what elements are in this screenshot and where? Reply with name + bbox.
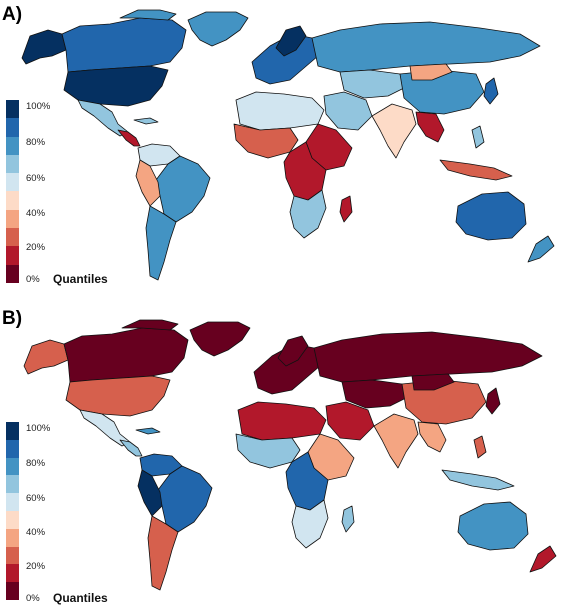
region-arctic-islands — [119, 9, 177, 21]
region-scandinavia — [275, 25, 307, 57]
legend-color-bar — [6, 422, 19, 600]
legend-swatch — [6, 246, 19, 265]
region-southern-cone — [145, 205, 177, 281]
legend-tick-0: 0% — [26, 274, 40, 285]
region-greenland — [187, 11, 249, 47]
legend-tick-100: 100% — [26, 423, 51, 434]
region-alaska — [23, 339, 69, 375]
legend-tick-0: 0% — [26, 593, 40, 604]
region-india — [373, 413, 419, 469]
region-usa — [63, 65, 169, 107]
region-southern-africa — [289, 189, 327, 239]
legend-tick-80: 80% — [26, 458, 46, 469]
region-mongolia — [411, 373, 455, 391]
legend-title: Quantiles — [53, 272, 108, 286]
region-scandinavia — [277, 335, 309, 367]
panel-b: B) 100% 80% 60% 40% 20% 0% Quantiles — [0, 304, 587, 608]
region-north-africa — [235, 91, 325, 131]
panel-label: A) — [2, 4, 23, 25]
region-brazil — [155, 155, 211, 223]
region-central-asia — [341, 379, 407, 409]
legend-swatch — [6, 546, 19, 565]
region-brazil — [157, 465, 213, 533]
legend-swatch — [6, 154, 19, 174]
panel-a: A) 100% 80% 60% 40% 20% 0% Quantiles — [0, 0, 587, 300]
legend-title: Quantiles — [53, 591, 108, 605]
world-map-a — [21, 9, 555, 281]
region-se-asia — [417, 421, 447, 453]
region-philippines — [473, 435, 487, 459]
region-southern-africa — [291, 499, 329, 549]
panel-label: B) — [2, 308, 23, 329]
legend-tick-80: 80% — [26, 137, 46, 148]
legend-tick-100: 100% — [26, 101, 51, 112]
legend-swatch — [6, 582, 19, 600]
region-greenland — [189, 321, 251, 357]
region-australia — [457, 501, 529, 551]
legend-swatch — [6, 136, 19, 155]
legend-swatch — [6, 564, 19, 583]
legend-swatch — [6, 493, 19, 511]
legend-swatch — [6, 264, 19, 283]
region-se-asia — [415, 111, 445, 143]
legend-swatch — [6, 439, 19, 458]
legend-swatch — [6, 228, 19, 247]
region-russia — [311, 21, 541, 73]
region-canada — [61, 17, 187, 73]
legend-swatch — [6, 118, 19, 137]
legend-swatch — [6, 457, 19, 476]
legend-swatch — [6, 209, 19, 229]
region-mongolia — [409, 63, 453, 81]
legend: 100% 80% 60% 40% 20% 0% Quantiles — [6, 422, 126, 606]
region-arctic-islands — [121, 319, 179, 331]
region-australia — [455, 191, 527, 241]
region-middle-east — [325, 401, 375, 441]
region-canada — [63, 327, 189, 383]
region-central-america — [119, 439, 143, 457]
legend-swatch — [6, 422, 19, 440]
region-peru-bolivia — [135, 159, 161, 207]
legend-swatch — [6, 510, 19, 529]
region-russia — [313, 331, 543, 383]
legend-swatch — [6, 191, 19, 210]
region-madagascar — [339, 195, 353, 223]
region-alaska — [21, 29, 67, 65]
region-usa — [65, 375, 171, 417]
region-north-africa — [237, 401, 327, 441]
region-middle-east — [323, 91, 373, 131]
region-new-zealand — [527, 235, 555, 263]
legend-color-bar — [6, 100, 19, 283]
region-southern-cone — [147, 515, 179, 591]
region-philippines — [471, 125, 485, 149]
region-central-america — [117, 129, 141, 147]
region-new-zealand — [529, 545, 557, 573]
legend-swatch — [6, 475, 19, 494]
legend-swatch — [6, 528, 19, 547]
region-caribbean — [135, 427, 161, 435]
legend-tick-60: 60% — [26, 493, 46, 504]
legend-swatch — [6, 173, 19, 192]
legend-tick-40: 40% — [26, 527, 46, 538]
region-japan — [485, 387, 501, 415]
legend: 100% 80% 60% 40% 20% 0% Quantiles — [6, 100, 126, 290]
legend-tick-60: 60% — [26, 173, 46, 184]
region-peru-bolivia — [137, 469, 163, 517]
region-caribbean — [133, 117, 159, 125]
region-indonesia — [439, 159, 513, 181]
region-indonesia — [441, 469, 515, 491]
region-madagascar — [341, 505, 355, 533]
legend-tick-40: 40% — [26, 208, 46, 219]
world-map-b — [23, 319, 557, 591]
legend-swatch — [6, 100, 19, 119]
region-india — [371, 103, 417, 159]
region-central-asia — [339, 69, 405, 99]
region-japan — [483, 77, 499, 105]
legend-tick-20: 20% — [26, 561, 46, 572]
legend-tick-20: 20% — [26, 242, 46, 253]
